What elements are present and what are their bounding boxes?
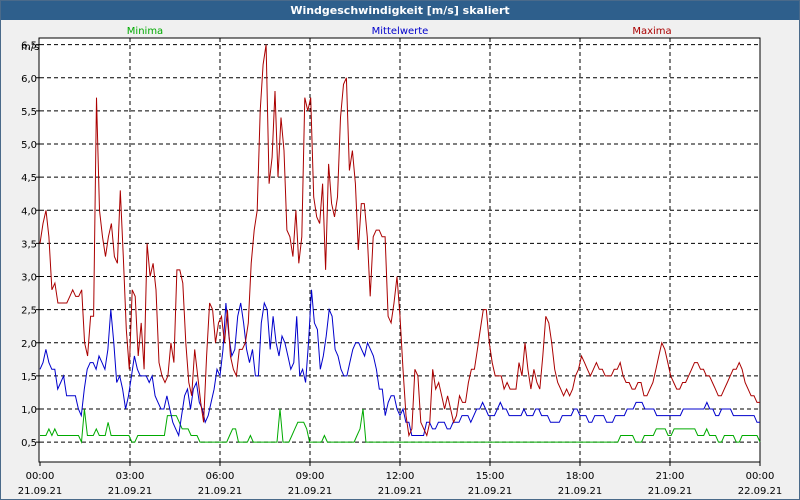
y-tick-label: 5,5 [21,107,37,118]
series-line-maxima [39,44,760,438]
y-tick-label: 2,0 [21,339,37,350]
x-tick-date: 22.09.21 [738,486,783,497]
legend-item-maxima: Maxima [632,26,671,37]
legend: Minima Mittelwerte Maxima [127,26,672,37]
x-tick-time: 21:00 [656,471,685,482]
legend-item-mittelwerte: Mittelwerte [372,26,429,37]
x-tick-date: 21.09.21 [198,486,243,497]
x-tick-date: 21.09.21 [108,486,153,497]
series-lines [39,44,761,445]
y-axis-unit: m/s [21,42,39,53]
legend-item-minima: Minima [127,26,163,37]
y-tick-label: 4,0 [21,206,37,217]
series-line-mittelwerte [39,289,760,438]
x-tick-date: 21.09.21 [648,486,693,497]
x-tick-date: 21.09.21 [18,486,63,497]
x-tick-time: 06:00 [206,471,235,482]
y-tick-label: 4,5 [21,173,37,184]
y-tick-label: 5,0 [21,140,37,151]
y-tick-label: 1,0 [21,405,37,416]
x-tick-time: 18:00 [566,471,595,482]
x-tick-time: 12:00 [386,471,415,482]
series-line-minima [40,408,761,445]
x-tick-time: 03:00 [116,471,145,482]
chart-title: Windgeschwindigkeit [m/s] skaliert [1,1,799,20]
x-tick-date: 21.09.21 [378,486,423,497]
x-axis-ticks: 00:00 21.09.21 03:00 21.09.21 06:00 21.09.21 0… [18,462,783,497]
y-tick-label: 6,0 [21,74,37,85]
x-tick-time: 00:00 [746,471,775,482]
y-tick-label: 3,0 [21,273,37,284]
x-tick-time: 09:00 [296,471,325,482]
x-tick-date: 21.09.21 [558,486,603,497]
x-tick-time: 00:00 [26,471,55,482]
x-tick-time: 15:00 [476,471,505,482]
x-tick-date: 21.09.21 [288,486,333,497]
y-tick-label: 6,5 [21,41,37,52]
y-axis-ticks: 0,5 1,0 1,5 2,0 2,5 3,0 3,5 4,0 4,5 5,0 5,5 6,0 6,5 [21,41,40,449]
y-tick-label: 0,5 [21,438,37,449]
y-tick-label: 3,5 [21,239,37,250]
x-tick-date: 21.09.21 [468,486,513,497]
y-tick-label: 2,5 [21,306,37,317]
y-tick-label: 1,5 [21,372,37,383]
